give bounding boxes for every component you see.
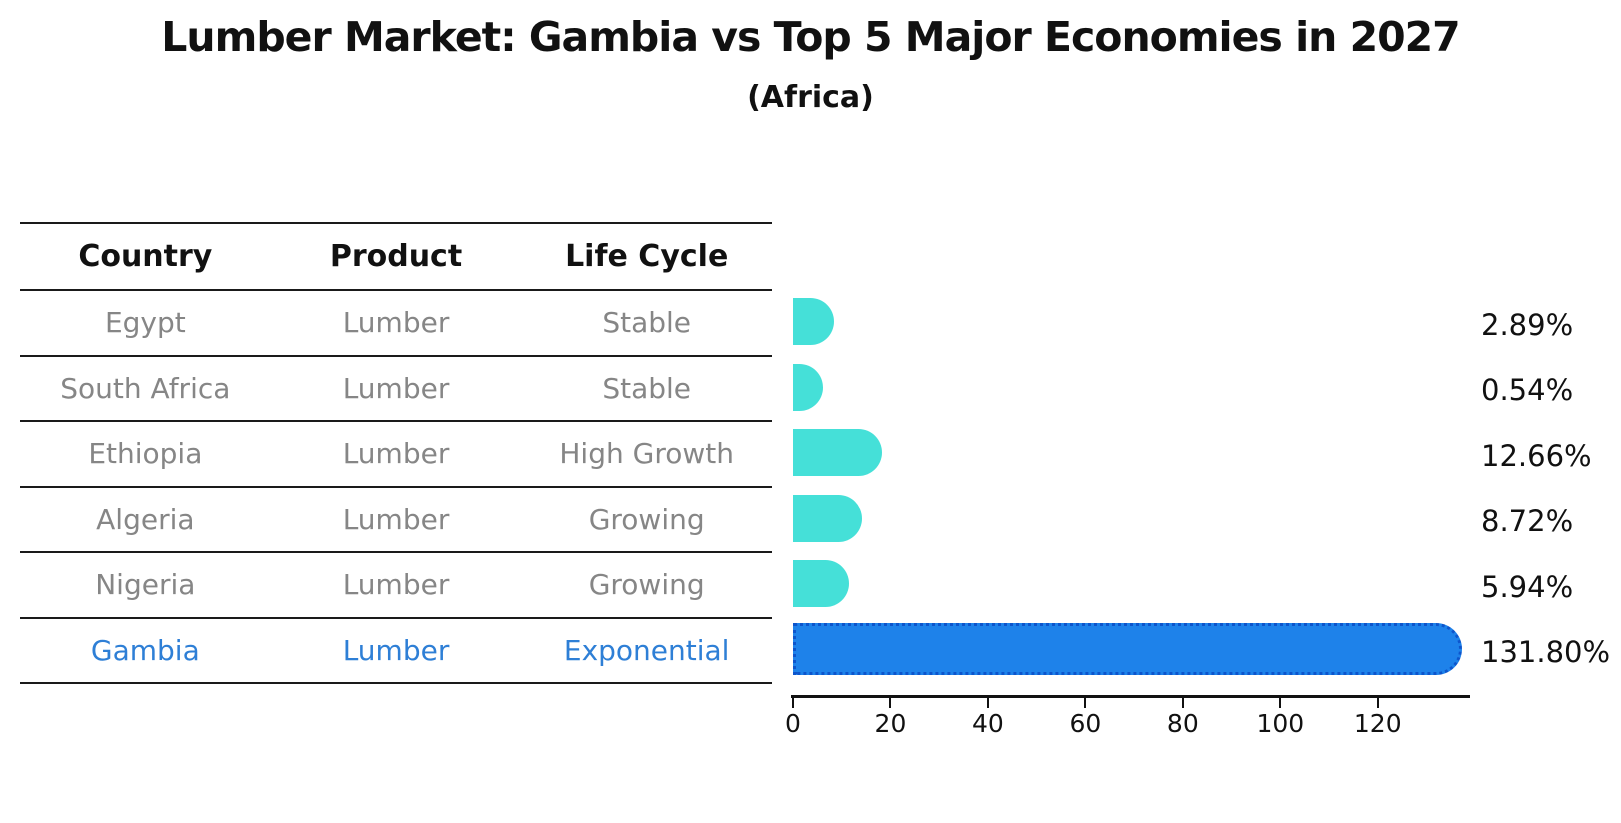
bar-nigeria (793, 560, 849, 608)
table-row-south-africa: South Africa Lumber Stable (20, 357, 772, 422)
value-label-nigeria: 5.94% (1481, 569, 1574, 604)
bar-gambia (793, 623, 1462, 676)
column-header-country: Country (78, 239, 213, 274)
value-label-gambia: 131.80% (1481, 635, 1611, 670)
table-row-gambia: Gambia Lumber Exponential (20, 619, 772, 684)
bar-egypt (793, 298, 834, 346)
x-tick-label-120: 120 (1353, 709, 1402, 738)
chart-title: Lumber Market: Gambia vs Top 5 Major Eco… (161, 13, 1460, 61)
table-header-row: Country Product Life Cycle (20, 224, 772, 291)
cell-product: Lumber (342, 502, 450, 536)
cell-product: Lumber (342, 568, 450, 602)
x-tick-mark-60 (1084, 698, 1087, 708)
bar-ethiopia (793, 429, 882, 477)
x-tick-mark-100 (1279, 698, 1282, 708)
cell-life-cycle: High Growth (559, 437, 734, 471)
x-tick-mark-40 (986, 698, 989, 708)
cell-product: Lumber (342, 371, 450, 405)
x-tick-mark-20 (889, 698, 892, 708)
bar-south-africa (793, 363, 823, 411)
cell-country: South Africa (60, 371, 231, 405)
cell-product: Lumber (342, 437, 450, 471)
cell-life-cycle: Growing (588, 568, 705, 602)
x-tick-label-100: 100 (1256, 709, 1305, 738)
column-header-life-cycle: Life Cycle (565, 239, 729, 274)
x-tick-label-20: 20 (874, 709, 907, 738)
table-row-algeria: Algeria Lumber Growing (20, 488, 772, 553)
x-tick-label-80: 80 (1166, 709, 1199, 738)
column-header-product: Product (329, 239, 463, 274)
x-tick-mark-80 (1181, 698, 1184, 708)
cell-life-cycle: Stable (602, 371, 692, 405)
data-table: Country Product Life Cycle Egypt Lumber Stabl… (20, 222, 772, 684)
cell-life-cycle: Growing (588, 502, 705, 536)
cell-country: Ethiopia (88, 437, 203, 471)
x-tick-label-60: 60 (1069, 709, 1102, 738)
value-label-egypt: 2.89% (1481, 307, 1574, 342)
x-tick-label-40: 40 (972, 709, 1004, 738)
cell-life-cycle: Exponential (563, 633, 730, 667)
bar-algeria (793, 494, 862, 542)
table-row-nigeria: Nigeria Lumber Growing (20, 553, 772, 619)
x-tick-mark-0 (792, 698, 794, 708)
cell-country: Gambia (90, 633, 200, 667)
table-row-ethiopia: Ethiopia Lumber High Growth (20, 422, 772, 488)
table-row-egypt: Egypt Lumber Stable (20, 291, 772, 357)
x-tick-mark-120 (1376, 698, 1379, 708)
cell-life-cycle: Stable (602, 306, 692, 340)
cell-country: Algeria (96, 502, 195, 536)
cell-country: Nigeria (95, 568, 196, 602)
chart-subtitle: (Africa) (747, 80, 874, 115)
x-tick-label-0: 0 (785, 709, 801, 738)
cell-country: Egypt (104, 306, 186, 340)
x-axis-line (791, 695, 1470, 698)
value-label-algeria: 8.72% (1481, 504, 1574, 539)
cell-product: Lumber (342, 306, 450, 340)
value-label-ethiopia: 12.66% (1481, 438, 1592, 473)
cell-product: Lumber (342, 633, 450, 667)
value-label-south-africa: 0.54% (1481, 373, 1574, 408)
